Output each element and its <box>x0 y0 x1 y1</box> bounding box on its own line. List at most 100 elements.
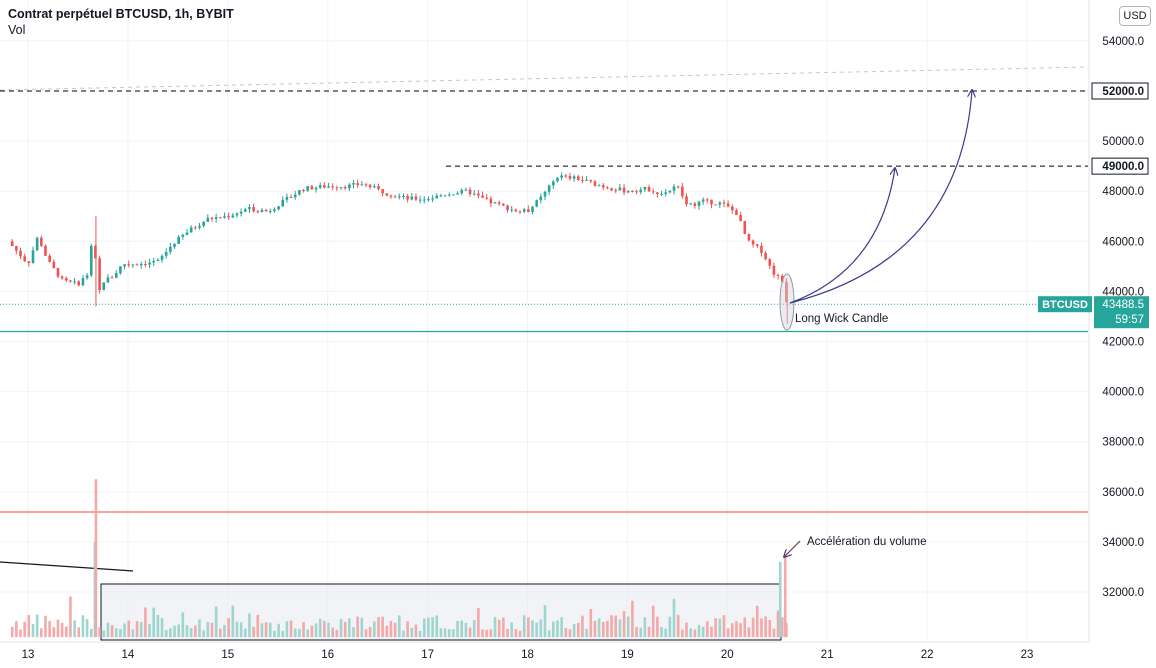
candle-up <box>522 209 526 212</box>
volume-annotation-arrow[interactable] <box>784 540 801 557</box>
volume-bar <box>535 622 538 638</box>
candle-down <box>497 202 501 204</box>
candle-down <box>685 196 688 205</box>
candle-down <box>739 215 742 222</box>
candle-down <box>635 191 638 193</box>
volume-bar <box>464 622 468 638</box>
volume-bar <box>518 630 522 638</box>
long-wick-annotation[interactable]: Long Wick Candle <box>795 313 889 325</box>
candle-down <box>98 258 101 291</box>
candle-up <box>660 193 663 195</box>
candle-down <box>676 186 680 188</box>
volume-bar <box>735 621 738 638</box>
candle-up <box>560 175 563 178</box>
volume-bar <box>510 622 513 638</box>
volume-bar <box>755 605 759 638</box>
candle-up <box>510 209 513 211</box>
volume-bar <box>114 628 118 638</box>
volume-bar <box>593 620 597 638</box>
volume-bar <box>626 616 630 638</box>
candle-down <box>710 199 713 205</box>
candle-down <box>589 179 593 182</box>
symbol-tag-box[interactable] <box>1038 296 1092 313</box>
volume-bar <box>772 628 776 638</box>
candle-up <box>427 199 430 201</box>
candle-up <box>102 282 106 291</box>
volume-bar <box>443 628 447 638</box>
volume-bar <box>468 627 472 638</box>
symbol-title[interactable]: Contrat perpétuel BTCUSD, 1h, BYBIT <box>8 7 234 21</box>
candle-up <box>81 278 85 286</box>
volume-bar <box>210 622 214 638</box>
candle-down <box>52 261 56 268</box>
candle-down <box>706 199 709 201</box>
time-tick-label: 16 <box>321 649 334 661</box>
price-tick-label: 46000.0 <box>1102 236 1144 248</box>
time-tick-label: 21 <box>821 649 834 661</box>
chart-legend: Contrat perpétuel BTCUSD, 1h, BYBIT Vol <box>8 6 234 38</box>
volume-indicator-label[interactable]: Vol <box>8 23 26 37</box>
candle-up <box>306 186 310 191</box>
candle-up <box>131 264 135 266</box>
volume-bar <box>672 598 676 638</box>
volume-bar <box>164 629 168 638</box>
volume-bar <box>422 618 426 638</box>
volume-spike-bar <box>783 554 787 638</box>
candle-up <box>85 275 89 279</box>
candle-down <box>593 181 597 186</box>
price-tag-box[interactable] <box>1094 296 1149 329</box>
volume-bar <box>552 621 555 638</box>
candle-down <box>414 196 418 200</box>
candle-down <box>743 221 747 234</box>
candle-up <box>626 190 630 193</box>
candle-up <box>373 186 376 188</box>
volume-bar <box>243 628 247 638</box>
candle-down <box>576 176 580 181</box>
volume-bar <box>368 626 372 638</box>
symbol-tag-label: BTCUSD <box>1042 299 1088 311</box>
price-tick-label: 34000.0 <box>1102 537 1144 549</box>
candle-down <box>264 209 268 212</box>
volume-bar <box>410 627 414 638</box>
candle-up <box>439 195 443 197</box>
candle-down <box>726 203 730 207</box>
volume-bar <box>85 619 89 638</box>
candle-down <box>23 256 26 262</box>
currency-button[interactable]: USD <box>1119 6 1151 26</box>
volume-bar <box>377 617 380 638</box>
volume-bar <box>323 620 326 638</box>
volume-bar <box>560 617 563 638</box>
candle-down <box>10 241 14 247</box>
volume-bar <box>239 622 243 638</box>
volume-bar <box>73 620 76 638</box>
volume-bar <box>689 628 692 638</box>
candle-up <box>281 199 285 207</box>
arrow-to-49000[interactable] <box>789 168 895 304</box>
candle-up <box>418 199 422 201</box>
candle-down <box>760 245 763 253</box>
candle-down <box>506 205 509 211</box>
candle-down <box>722 202 726 204</box>
arrow-to-52000[interactable] <box>789 90 972 304</box>
candle-up <box>214 217 218 219</box>
price-axis: 54000.0 52000.0 50000.0 48000.0 46000.0 44000… <box>1038 0 1156 643</box>
candle-up <box>410 196 414 200</box>
candle-up <box>360 184 364 186</box>
volume-bar <box>539 619 543 638</box>
candle-up <box>156 259 160 261</box>
volume-bar <box>481 629 484 638</box>
volume-bar <box>693 629 697 638</box>
volume-bar <box>348 618 351 638</box>
volume-bar <box>48 621 51 638</box>
price-tick-label: 36000.0 <box>1102 487 1144 499</box>
candle-down <box>693 203 697 206</box>
volume-annotation[interactable]: Accélération du volume <box>807 536 927 548</box>
candle-down <box>302 189 305 191</box>
candle-up <box>314 187 318 190</box>
candle-down <box>56 267 60 277</box>
volume-bar <box>493 617 497 638</box>
candle-up <box>597 185 601 187</box>
candle-up <box>435 195 439 199</box>
volume-bar <box>576 622 580 638</box>
